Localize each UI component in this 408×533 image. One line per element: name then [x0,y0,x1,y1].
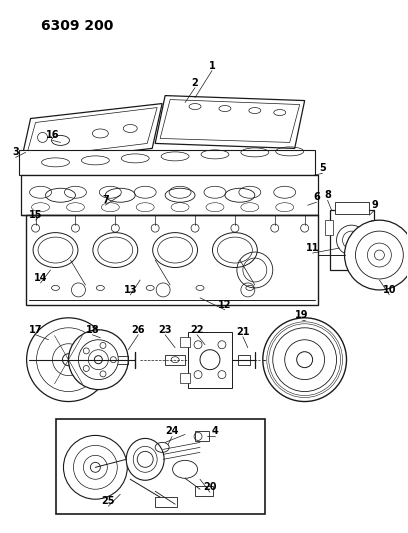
Text: 11: 11 [306,243,319,253]
Text: 16: 16 [46,131,59,141]
Text: 25: 25 [102,496,115,506]
Text: 18: 18 [86,325,99,335]
Polygon shape [26,215,317,305]
Text: 3: 3 [12,148,19,157]
Text: 4: 4 [212,426,218,437]
Circle shape [263,318,346,401]
Text: 6309 200: 6309 200 [40,19,113,33]
Text: 14: 14 [34,273,47,283]
Bar [195,431,209,441]
Ellipse shape [126,439,164,480]
Bar [195,486,213,496]
Text: 9: 9 [371,200,378,210]
Bar [371,220,379,235]
Text: 21: 21 [236,327,250,337]
Circle shape [69,330,128,390]
Text: 15: 15 [29,210,42,220]
Text: 19: 19 [295,310,308,320]
Bar [238,354,250,365]
Text: 12: 12 [218,300,232,310]
Text: 26: 26 [131,325,145,335]
Polygon shape [19,150,315,175]
Bar [165,354,185,365]
Text: 20: 20 [203,482,217,492]
Text: 6: 6 [313,192,320,202]
Text: 13: 13 [124,285,137,295]
Circle shape [344,220,408,290]
Circle shape [64,435,127,499]
Ellipse shape [173,461,197,478]
Text: 8: 8 [324,190,331,200]
Text: 7: 7 [102,195,109,205]
Bar [330,210,375,270]
Text: 2: 2 [192,78,198,87]
Polygon shape [188,332,232,387]
Polygon shape [155,95,305,148]
Text: 17: 17 [29,325,42,335]
Bar [55,419,265,514]
Bar [155,497,177,507]
Text: 10: 10 [383,285,396,295]
Text: 23: 23 [158,325,172,335]
Polygon shape [21,175,317,215]
Text: 22: 22 [190,325,204,335]
Bar [180,337,190,347]
Bar [325,220,333,235]
Bar [335,202,369,214]
Text: 1: 1 [208,61,215,71]
Text: 5: 5 [319,163,326,173]
Text: 24: 24 [165,426,179,437]
Circle shape [27,318,110,401]
Bar [180,373,190,383]
Polygon shape [21,103,162,163]
